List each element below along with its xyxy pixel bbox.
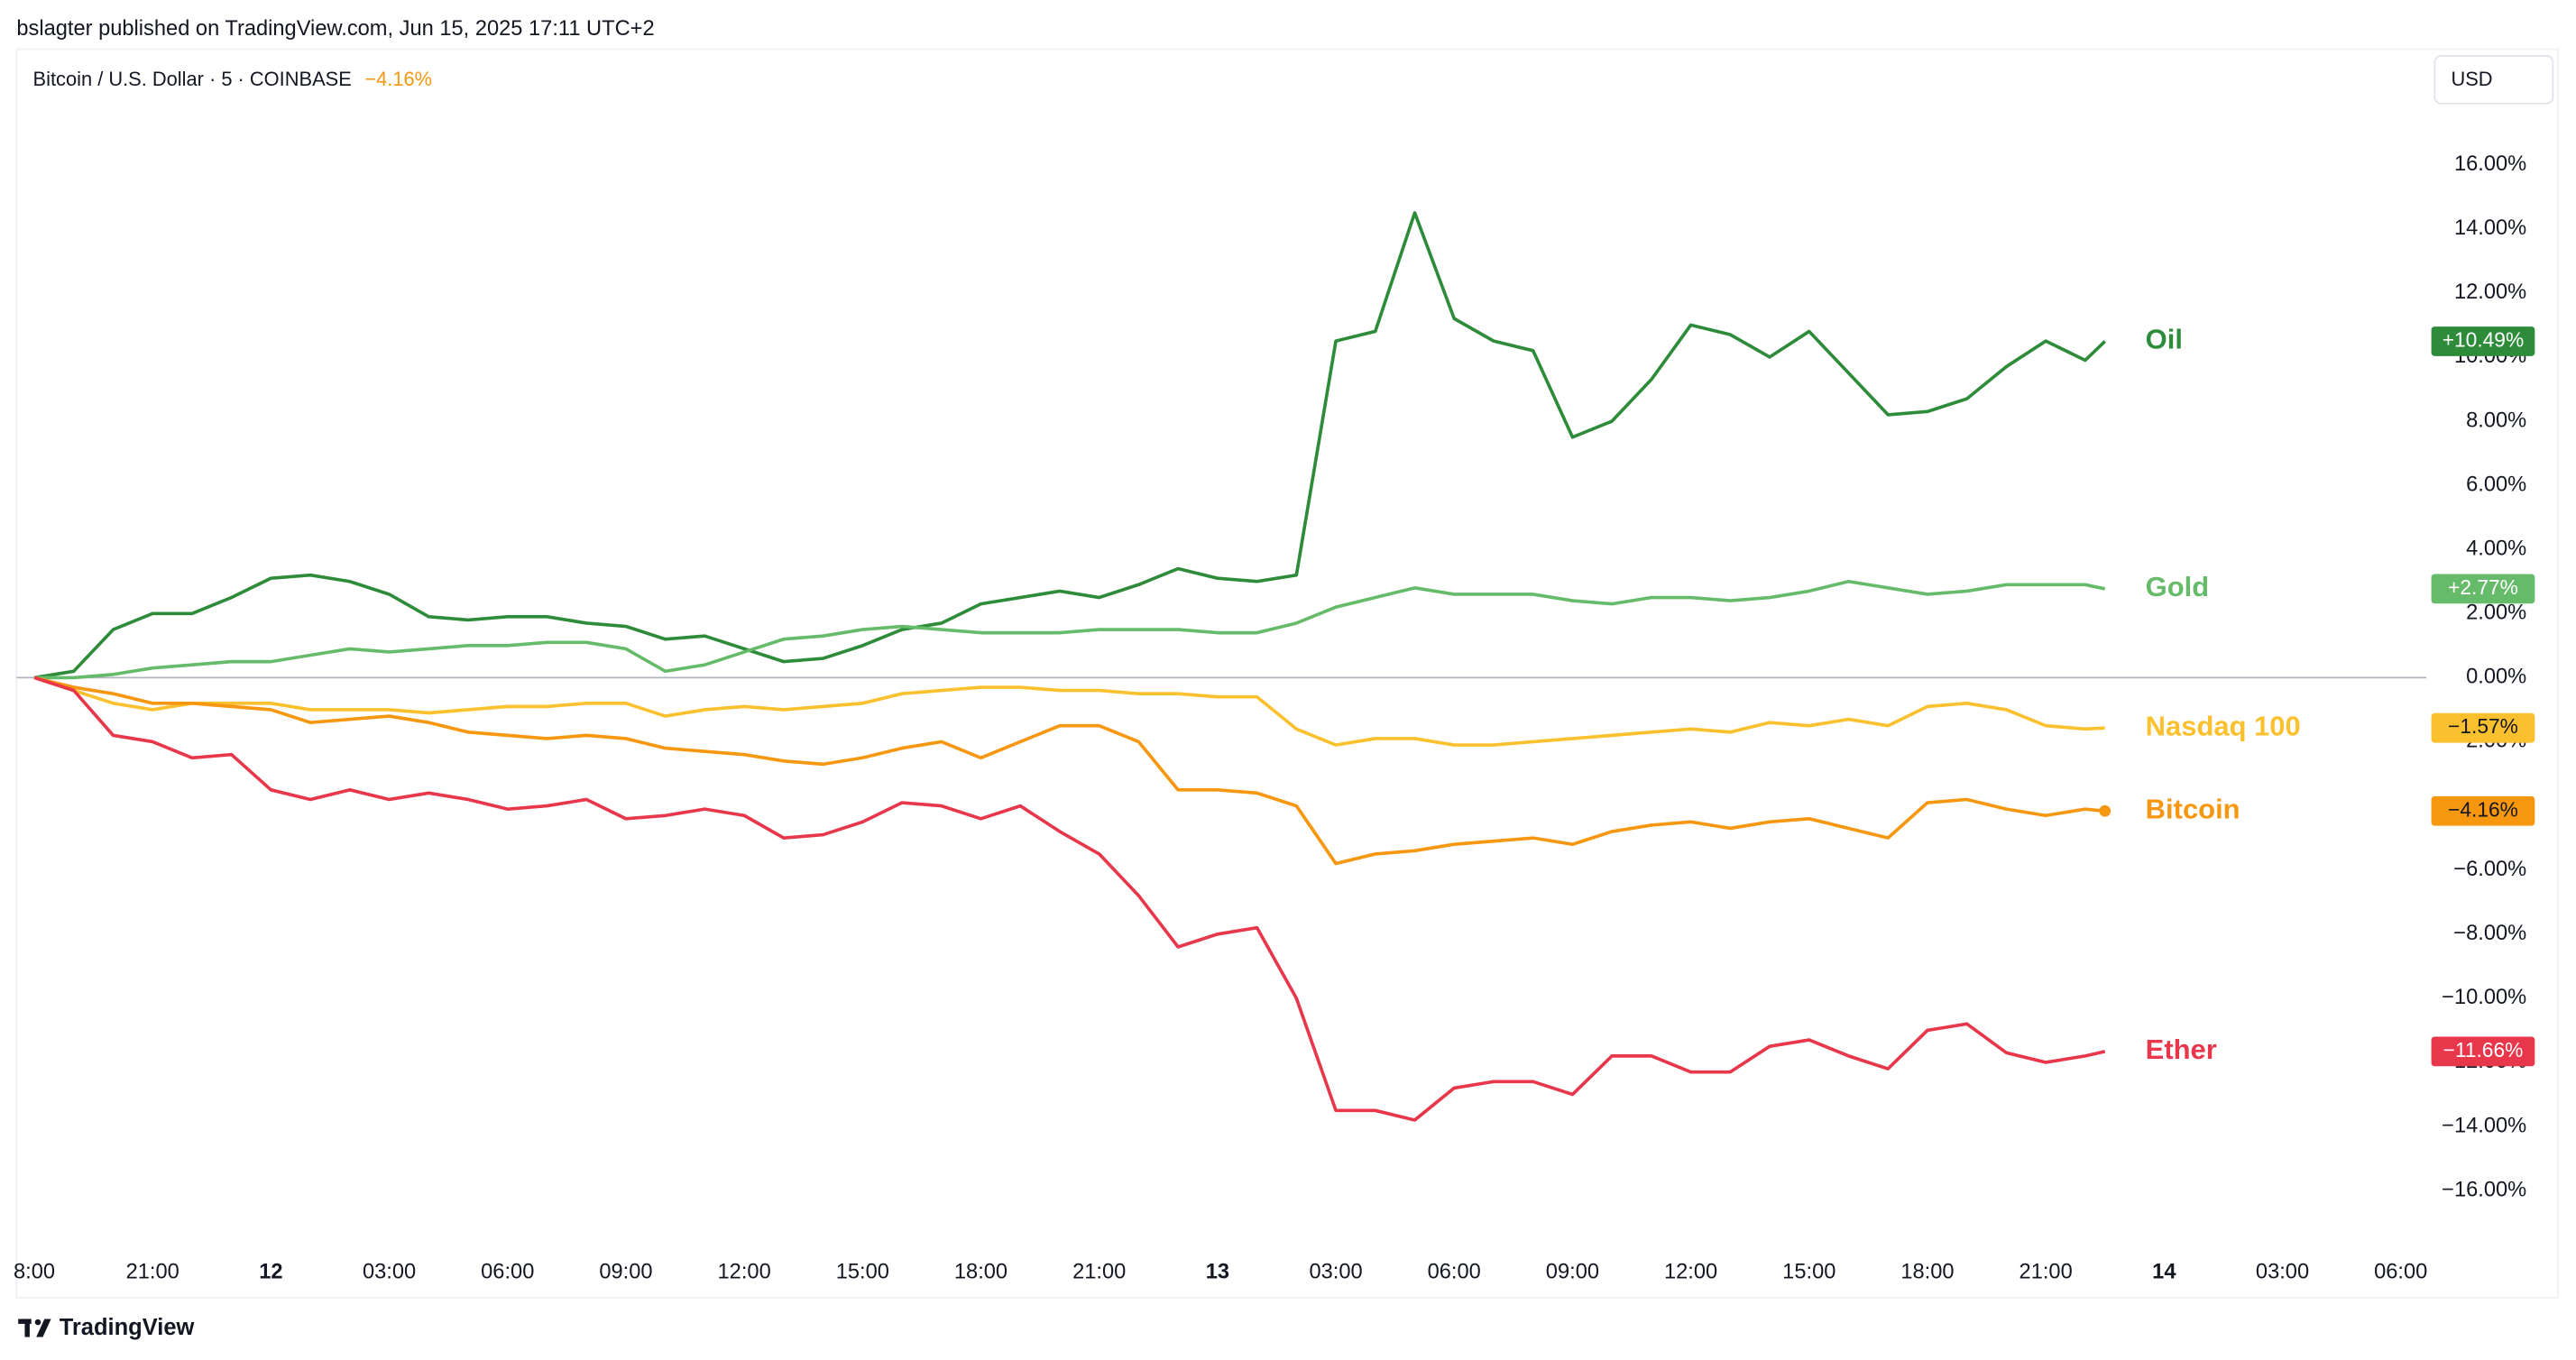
logo-part [36,1319,51,1337]
x-tick-label: 03:00 [2256,1261,2309,1284]
y-tick-label: 16.00% [2454,152,2526,176]
chart-frame [15,48,2559,1299]
series-name-label: Oil [2146,324,2183,355]
y-tick-label: 8.00% [2466,409,2526,432]
series-name-label: Bitcoin [2146,793,2240,824]
x-tick-label: 18:00 [1900,1261,1954,1284]
value-badge [2431,712,2535,743]
value-badge [2431,326,2535,356]
symbol-title: Bitcoin / U.S. Dollar · 5 · COINBASE −4.1… [33,68,433,90]
y-tick-label: 6.00% [2466,473,2526,496]
currency-label[interactable]: USD [2451,68,2492,90]
x-tick-label: 14 [2152,1261,2176,1284]
x-tick-label: 03:00 [363,1261,416,1284]
x-tick-label: 09:00 [599,1261,652,1284]
y-tick-label: 12.00% [2454,280,2526,304]
series-name-label: Nasdaq 100 [2146,710,2301,741]
y-tick-label: 4.00% [2466,537,2526,560]
x-tick-label: 12 [259,1261,282,1284]
logo-part [34,1319,41,1326]
x-tick-label: 13 [1206,1261,1229,1284]
y-tick-label: 0.00% [2466,666,2526,689]
x-tick-label: 8:00 [14,1261,55,1284]
x-tick-label: 06:00 [1428,1261,1481,1284]
y-tick-label: 2.00% [2466,602,2526,625]
series-name-label: Gold [2146,571,2210,602]
series-line [34,579,2106,680]
y-tick-label: −6.00% [2453,858,2526,881]
x-tick-label: 21:00 [2019,1261,2073,1284]
x-tick-label: 18:00 [954,1261,1007,1284]
y-tick-label: −8.00% [2453,922,2526,945]
title: Bitcoin / U.S. Dollar · 5 · COINBASE [33,68,352,90]
x-tick-label: 06:00 [2374,1261,2427,1284]
publish-header: bslagter published on TradingView.com, J… [16,17,654,41]
logo-part [24,1319,30,1337]
footer-brand: TradingView [60,1315,195,1340]
x-tick-label: 09:00 [1546,1261,1599,1284]
series-line [33,675,2105,866]
y-tick-label: 14.00% [2454,216,2526,240]
currency-button[interactable] [2433,55,2554,105]
value-badge-label: −1.57% [2448,714,2518,738]
value-badge [2431,574,2535,604]
x-tick-label: 03:00 [1309,1261,1362,1284]
y-tick-label: −10.00% [2442,986,2526,1009]
value-badge-label: −4.16% [2448,797,2518,821]
value-badge-label: −11.66% [2443,1038,2524,1061]
series-line [33,675,2106,1122]
x-tick-label: 12:00 [718,1261,771,1284]
x-tick-label: 21:00 [126,1261,179,1284]
value-badge-label: +2.77% [2448,575,2518,599]
x-tick-label: 06:00 [481,1261,534,1284]
value-badge-label: +10.49% [2443,328,2524,352]
change: −4.16% [364,68,432,90]
x-tick-label: 12:00 [1664,1261,1717,1284]
tradingview-logo [18,1319,51,1337]
x-tick-label: 21:00 [1072,1261,1126,1284]
value-badge [2431,1036,2535,1067]
series-line [33,211,2107,680]
x-tick-label: 15:00 [1782,1261,1835,1284]
x-tick-label: 15:00 [836,1261,889,1284]
series-name-label: Ether [2146,1034,2217,1065]
value-badge [2431,795,2535,826]
y-tick-label: −14.00% [2442,1114,2526,1137]
end-marker [2099,804,2111,817]
y-tick-label: −16.00% [2442,1178,2526,1201]
series-line [33,675,2105,747]
